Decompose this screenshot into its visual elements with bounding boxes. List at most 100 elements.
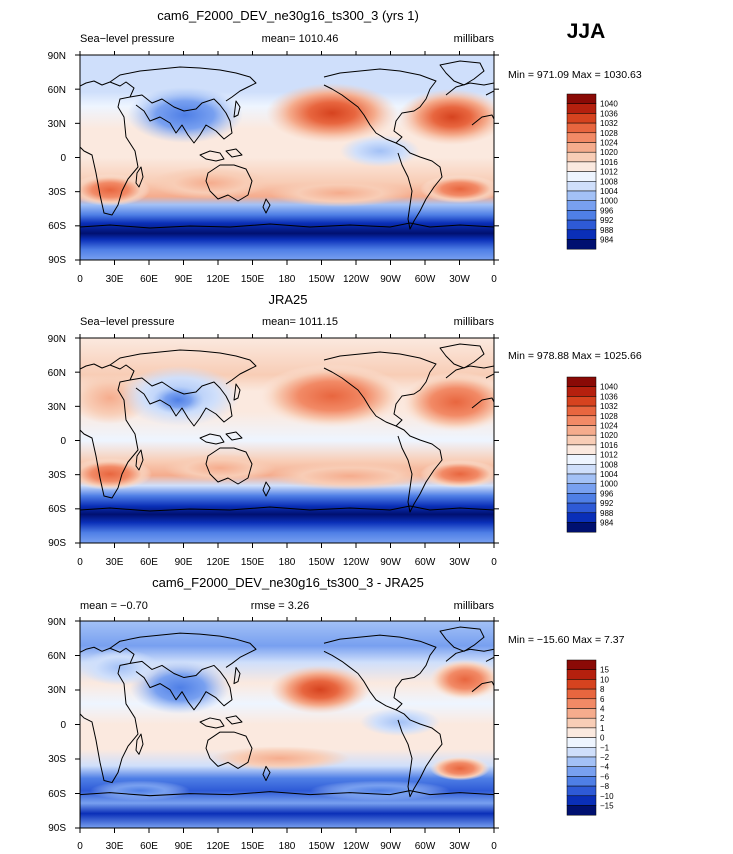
colorbar-box: [566, 766, 597, 777]
colorbar-box: [566, 113, 597, 124]
colorbar-label: 1036: [600, 392, 618, 401]
colorbar-box: [566, 93, 597, 104]
colorbar-box: [566, 473, 597, 484]
y-tick-label: 30N: [48, 402, 66, 413]
x-tick-label: 90W: [380, 557, 401, 568]
min-max-label: Min = −15.60 Max = 7.37: [508, 634, 625, 646]
colorbar-label: 1024: [600, 422, 618, 431]
colorbar-label: 1008: [600, 460, 618, 469]
colorbar-box: [566, 698, 597, 709]
colorbar-label: −1: [600, 743, 610, 752]
colorbar-box: [566, 142, 597, 153]
colorbar-box: [566, 171, 597, 182]
colorbar-box: [566, 737, 597, 748]
units-label: millibars: [454, 600, 495, 612]
colorbar-box: [566, 659, 597, 670]
panel-observation: JRA25 Sea−level pressure mean= 1011.15 m…: [48, 292, 642, 568]
colorbar-box: [566, 717, 597, 729]
colorbar-box: [566, 103, 597, 114]
x-tick-label: 90W: [380, 274, 401, 285]
colorbar-box: [566, 200, 597, 211]
colorbar-label: 1040: [600, 100, 618, 109]
colorbar-label: −15: [600, 802, 614, 811]
colorbar-box: [566, 679, 597, 690]
x-tick-label: 180: [279, 274, 296, 285]
panel-title: cam6_F2000_DEV_ne30g16_ts300_3 - JRA25: [152, 575, 424, 590]
x-tick-label: 150E: [241, 841, 265, 852]
x-tick-label: 150E: [241, 557, 265, 568]
x-tick-label: 0: [491, 557, 497, 568]
x-ticks: 0 30E 60E 90E 120E 150E 180 150W 120W 90…: [77, 841, 497, 852]
x-tick-label: 0: [491, 841, 497, 852]
x-tick-label: 30E: [106, 557, 124, 568]
map-plot: [80, 55, 494, 260]
colorbar-label: 1016: [600, 441, 618, 450]
x-tick-label: 0: [77, 557, 83, 568]
colorbar-label: −4: [600, 763, 610, 772]
colorbar-label: −2: [600, 753, 610, 762]
colorbar-box: [566, 210, 597, 221]
colorbar-label: 10: [600, 675, 609, 684]
colorbar-label: 984: [600, 236, 614, 245]
x-tick-label: 0: [77, 841, 83, 852]
colorbar-box: [566, 785, 597, 797]
y-tick-label: 30S: [48, 754, 66, 765]
colorbar-label: 992: [600, 216, 614, 225]
y-tick-label: 60S: [48, 221, 66, 232]
colorbar-box: [566, 522, 597, 533]
colorbar-box: [566, 415, 597, 426]
x-tick-label: 60E: [140, 274, 158, 285]
colorbar-label: 1036: [600, 109, 618, 118]
colorbar-box: [566, 396, 597, 407]
colorbar-label: 1000: [600, 197, 618, 206]
colorbar-box: [566, 454, 597, 465]
colorbar-label: 1000: [600, 480, 618, 489]
colorbar-box: [566, 795, 597, 806]
panel-model: cam6_F2000_DEV_ne30g16_ts300_3 (yrs 1) S…: [48, 8, 642, 285]
y-tick-label: 90N: [48, 334, 66, 345]
colorbar-box: [566, 688, 597, 700]
x-tick-label: 90E: [175, 274, 193, 285]
y-tick-label: 60N: [48, 368, 66, 379]
y-ticks: 90N 60N 30N 0 30S 60S 90S: [48, 51, 67, 266]
panel-difference: cam6_F2000_DEV_ne30g16_ts300_3 - JRA25 m…: [48, 575, 625, 852]
x-tick-label: 90W: [380, 841, 401, 852]
y-tick-label: 30S: [48, 470, 66, 481]
colorbar-box: [566, 376, 597, 387]
colorbar-label: 1012: [600, 451, 618, 460]
mean-label: mean= 1010.46: [262, 33, 339, 45]
colorbar-label: 1004: [600, 470, 618, 479]
colorbar-label: 1032: [600, 402, 618, 411]
colorbar-box: [566, 727, 597, 738]
y-tick-label: 60S: [48, 504, 66, 515]
y-ticks: 90N 60N 30N 0 30S 60S 90S: [48, 617, 67, 834]
colorbar-box: [566, 190, 597, 201]
x-tick-label: 150E: [241, 274, 265, 285]
colorbar-label: −6: [600, 772, 610, 781]
colorbar-box: [566, 239, 597, 250]
mean-label: mean = −0.70: [80, 600, 148, 612]
y-tick-label: 0: [60, 720, 66, 731]
x-tick-label: 120E: [206, 841, 230, 852]
y-tick-label: 30N: [48, 685, 66, 696]
x-tick-label: 0: [491, 274, 497, 285]
colorbar-label: 1040: [600, 383, 618, 392]
x-tick-label: 60W: [415, 841, 436, 852]
colorbar-box: [566, 493, 597, 504]
x-tick-label: 0: [77, 274, 83, 285]
x-tick-label: 60W: [415, 557, 436, 568]
y-tick-label: 30N: [48, 119, 66, 130]
x-tick-label: 150W: [308, 557, 335, 568]
x-tick-label: 120W: [343, 274, 370, 285]
panel-title: cam6_F2000_DEV_ne30g16_ts300_3 (yrs 1): [157, 8, 419, 23]
field-label: Sea−level pressure: [80, 316, 174, 328]
colorbar-box: [566, 483, 597, 494]
colorbar-label: 8: [600, 685, 605, 694]
axis-tick-marks: [75, 51, 499, 833]
units-label: millibars: [454, 33, 495, 45]
colorbar-label: 996: [600, 206, 614, 215]
colorbar-label: 1008: [600, 177, 618, 186]
x-tick-label: 150W: [308, 274, 335, 285]
